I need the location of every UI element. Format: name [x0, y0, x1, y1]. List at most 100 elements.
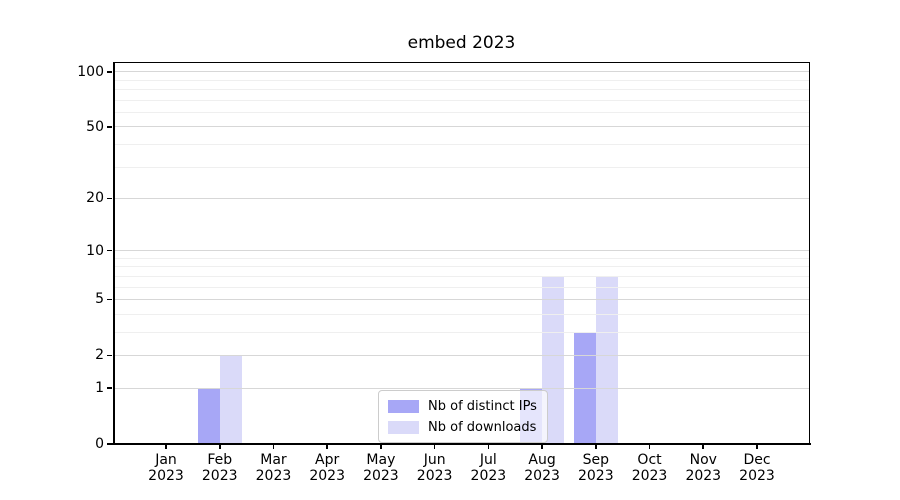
bar-distinct-ips-feb [197, 388, 220, 444]
y-tick-mark-0 [107, 443, 112, 445]
x-tick-month: Jun [423, 452, 446, 468]
gridline-major-1 [113, 387, 810, 389]
bar-downloads-sep [595, 276, 618, 444]
gridline-minor-6 [113, 286, 810, 288]
gridline-major-10 [113, 250, 810, 252]
x-tick-label-mar: Mar 2023 [241, 452, 305, 484]
x-tick-label-aug: Aug 2023 [510, 452, 574, 484]
x-tick-mark-jun [433, 445, 436, 449]
x-tick-mark-may [380, 445, 382, 449]
x-tick-mark-mar [272, 445, 275, 449]
x-tick-year: 2023 [148, 468, 184, 484]
gridline-minor-7 [113, 275, 810, 277]
x-tick-month: Feb [207, 452, 233, 468]
gridline-minor-80 [113, 89, 810, 91]
x-tick-year: 2023 [470, 468, 507, 484]
y-tick-mark-10 [107, 249, 112, 252]
x-tick-mark-dec [756, 445, 758, 449]
gridline-minor-90 [113, 79, 810, 81]
x-tick-year: 2023 [363, 468, 399, 484]
x-tick-label-nov: Nov 2023 [671, 452, 735, 484]
x-tick-mark-feb [218, 445, 221, 449]
y-tick-label-2: 2 [95, 347, 104, 364]
y-tick-label-50: 50 [86, 118, 104, 135]
gridline-minor-40 [113, 143, 810, 145]
x-tick-mark-nov [702, 445, 705, 449]
spine-bottom [112, 443, 811, 445]
x-tick-year: 2023 [255, 468, 292, 484]
gridline-minor-8 [113, 266, 810, 268]
gridline-minor-3 [113, 331, 810, 333]
x-tick-label-may: May 2023 [349, 452, 413, 484]
gridline-major-50 [113, 126, 810, 128]
x-tick-mark-jul [487, 445, 490, 449]
y-tick-mark-100 [107, 70, 112, 73]
gridline-major-5 [113, 298, 810, 300]
legend-swatch-distinct-ips [388, 399, 419, 413]
y-tick-mark-20 [107, 197, 112, 200]
x-tick-month: Sep [582, 452, 609, 468]
y-tick-label-0: 0 [95, 436, 104, 452]
x-tick-month: Aug [528, 452, 556, 468]
y-tick-label-10: 10 [86, 242, 104, 259]
x-tick-month: Apr [315, 452, 340, 468]
x-tick-year: 2023 [631, 468, 668, 484]
x-tick-mark-oct [648, 445, 651, 449]
gridline-minor-4 [113, 313, 810, 315]
x-tick-mark-aug [541, 445, 543, 449]
gridline-major-20 [113, 197, 810, 199]
x-tick-mark-apr [326, 445, 328, 449]
legend-label-distinct-ips: Nb of distinct IPs [428, 398, 537, 414]
legend-item-distinct-ips: Nb of distinct IPs [388, 397, 537, 415]
y-tick-mark-1 [107, 387, 112, 389]
x-tick-label-feb: Feb 2023 [188, 452, 252, 484]
x-tick-year: 2023 [416, 468, 453, 484]
x-tick-label-jul: Jul 2023 [456, 452, 520, 484]
x-tick-year: 2023 [685, 468, 722, 484]
gridline-minor-30 [113, 166, 810, 168]
x-tick-year: 2023 [577, 468, 614, 484]
y-tick-label-100: 100 [77, 63, 104, 80]
spine-right [809, 62, 810, 444]
x-tick-month: Nov [689, 452, 717, 468]
plot-area: Nb of distinct IPs Nb of downloads 0 1 2 5 1… [77, 62, 811, 484]
x-tick-month: Jan [155, 452, 177, 468]
x-tick-month: Oct [637, 452, 662, 468]
gridline-minor-60 [113, 111, 810, 113]
gridline-major-2 [113, 354, 810, 356]
spine-left [113, 62, 115, 444]
legend-item-downloads: Nb of downloads [388, 418, 537, 436]
x-tick-mark-jan [165, 445, 167, 449]
x-tick-month: Dec [743, 452, 771, 468]
legend-swatch-downloads [388, 420, 419, 434]
y-tick-mark-50 [107, 126, 112, 128]
x-tick-year: 2023 [201, 468, 238, 484]
x-tick-label-oct: Oct 2023 [618, 452, 682, 484]
legend-label-downloads: Nb of downloads [428, 419, 537, 435]
x-tick-label-dec: Dec 2023 [725, 452, 789, 484]
x-tick-year: 2023 [309, 468, 345, 484]
x-tick-month: May [366, 452, 396, 468]
y-tick-label-20: 20 [86, 190, 104, 207]
gridline-major-100 [113, 71, 810, 73]
y-tick-mark-2 [107, 354, 112, 357]
y-tick-mark-5 [107, 298, 112, 301]
legend: Nb of distinct IPs Nb of downloads [378, 390, 548, 443]
x-tick-year: 2023 [739, 468, 775, 484]
x-tick-label-sep: Sep 2023 [564, 452, 628, 484]
chart-title: embed 2023 [407, 33, 516, 53]
x-tick-month: Jul [479, 452, 497, 468]
gridline-minor-9 [113, 257, 810, 259]
x-tick-label-jan: Jan 2023 [134, 452, 198, 484]
y-tick-label-5: 5 [95, 291, 104, 308]
x-tick-label-jun: Jun 2023 [403, 452, 467, 484]
gridline-minor-70 [113, 99, 810, 101]
x-tick-year: 2023 [524, 468, 560, 484]
x-tick-mark-sep [595, 445, 597, 449]
spine-top [113, 62, 810, 63]
x-tick-month: Mar [260, 452, 287, 468]
y-tick-label-1: 1 [95, 380, 104, 397]
x-tick-label-apr: Apr 2023 [295, 452, 359, 484]
bar-downloads-feb [219, 355, 242, 444]
